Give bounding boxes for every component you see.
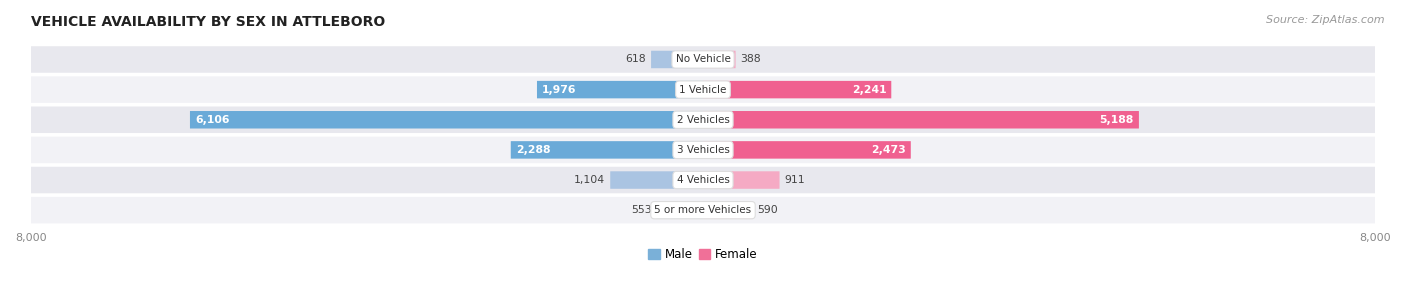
FancyBboxPatch shape bbox=[657, 201, 703, 219]
Text: 2,473: 2,473 bbox=[870, 145, 905, 155]
Text: 4 Vehicles: 4 Vehicles bbox=[676, 175, 730, 185]
Text: 1,104: 1,104 bbox=[574, 175, 605, 185]
Text: 3 Vehicles: 3 Vehicles bbox=[676, 145, 730, 155]
Text: 2,288: 2,288 bbox=[516, 145, 550, 155]
Text: VEHICLE AVAILABILITY BY SEX IN ATTLEBORO: VEHICLE AVAILABILITY BY SEX IN ATTLEBORO bbox=[31, 15, 385, 29]
FancyBboxPatch shape bbox=[31, 46, 1375, 73]
Text: 618: 618 bbox=[626, 54, 645, 65]
Legend: Male, Female: Male, Female bbox=[644, 243, 762, 266]
Text: 2 Vehicles: 2 Vehicles bbox=[676, 115, 730, 125]
Text: 5,188: 5,188 bbox=[1099, 115, 1133, 125]
Text: 5 or more Vehicles: 5 or more Vehicles bbox=[654, 205, 752, 215]
Text: 911: 911 bbox=[785, 175, 806, 185]
Text: Source: ZipAtlas.com: Source: ZipAtlas.com bbox=[1267, 15, 1385, 25]
Text: 1 Vehicle: 1 Vehicle bbox=[679, 85, 727, 95]
Text: 590: 590 bbox=[758, 205, 779, 215]
Text: 1,976: 1,976 bbox=[541, 85, 576, 95]
FancyBboxPatch shape bbox=[31, 76, 1375, 103]
FancyBboxPatch shape bbox=[610, 171, 703, 189]
FancyBboxPatch shape bbox=[510, 141, 703, 159]
Text: No Vehicle: No Vehicle bbox=[675, 54, 731, 65]
FancyBboxPatch shape bbox=[537, 81, 703, 98]
FancyBboxPatch shape bbox=[31, 106, 1375, 133]
FancyBboxPatch shape bbox=[703, 81, 891, 98]
FancyBboxPatch shape bbox=[31, 197, 1375, 223]
Text: 6,106: 6,106 bbox=[195, 115, 229, 125]
Text: 2,241: 2,241 bbox=[852, 85, 886, 95]
FancyBboxPatch shape bbox=[651, 51, 703, 68]
FancyBboxPatch shape bbox=[190, 111, 703, 129]
FancyBboxPatch shape bbox=[703, 111, 1139, 129]
FancyBboxPatch shape bbox=[703, 51, 735, 68]
FancyBboxPatch shape bbox=[703, 141, 911, 159]
FancyBboxPatch shape bbox=[703, 171, 779, 189]
FancyBboxPatch shape bbox=[31, 137, 1375, 163]
Text: 388: 388 bbox=[741, 54, 761, 65]
FancyBboxPatch shape bbox=[703, 201, 752, 219]
Text: 553: 553 bbox=[631, 205, 651, 215]
FancyBboxPatch shape bbox=[31, 167, 1375, 193]
